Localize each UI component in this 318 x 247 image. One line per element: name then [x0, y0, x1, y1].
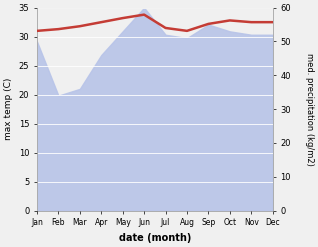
Y-axis label: med. precipitation (kg/m2): med. precipitation (kg/m2): [305, 53, 314, 165]
Y-axis label: max temp (C): max temp (C): [4, 78, 13, 140]
X-axis label: date (month): date (month): [119, 233, 191, 243]
